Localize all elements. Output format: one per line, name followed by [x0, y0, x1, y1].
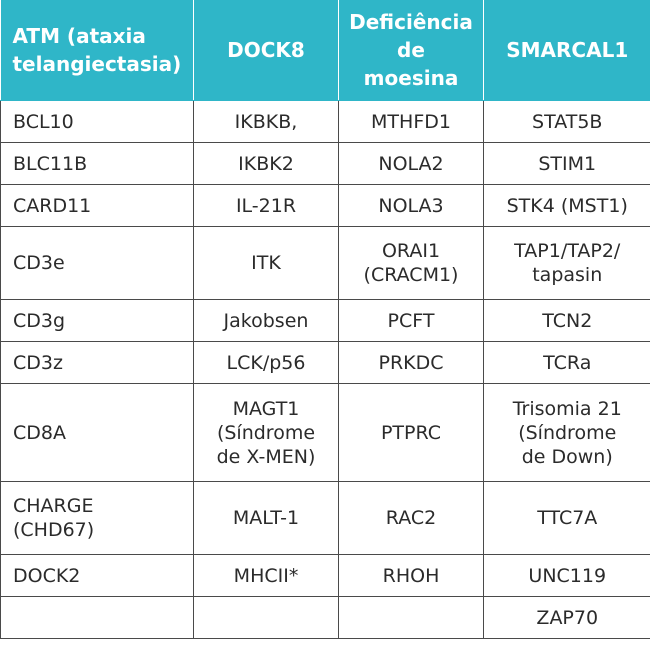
header-cell-moesina: Deficiência de moesina — [338, 0, 484, 101]
table-cell: BCL10 — [0, 100, 194, 143]
table-cell: CARD11 — [0, 184, 194, 227]
table-cell: DOCK2 — [0, 554, 194, 597]
table-cell: CHARGE (CHD67) — [0, 481, 194, 555]
table-cell: MTHFD1 — [338, 100, 484, 143]
table-cell: PRKDC — [338, 341, 484, 384]
table-row: ZAP70 — [0, 596, 650, 639]
table-cell: Jakobsen — [193, 299, 339, 342]
table-cell: TCRa — [483, 341, 650, 384]
table-cell: ITK — [193, 226, 339, 300]
table-cell: TAP1/TAP2/ tapasin — [483, 226, 650, 300]
table-cell: MALT-1 — [193, 481, 339, 555]
table-row: CD8A MAGT1 (Síndrome de X-MEN) PTPRC Tri… — [0, 383, 650, 482]
table-cell: CD8A — [0, 383, 194, 482]
table-row: CD3e ITK ORAI1 (CRACM1) TAP1/TAP2/ tapas… — [0, 226, 650, 300]
table-cell: STIM1 — [483, 142, 650, 185]
table-cell: BLC11B — [0, 142, 194, 185]
table-row: BCL10 IKBKB, MTHFD1 STAT5B — [0, 100, 650, 143]
table-cell: IL-21R — [193, 184, 339, 227]
table-cell: MAGT1 (Síndrome de X-MEN) — [193, 383, 339, 482]
table-cell: UNC119 — [483, 554, 650, 597]
table-cell: ZAP70 — [483, 596, 650, 639]
table-cell: CD3g — [0, 299, 194, 342]
table-cell — [0, 596, 194, 639]
table-cell: STK4 (MST1) — [483, 184, 650, 227]
table-cell: LCK/p56 — [193, 341, 339, 384]
table-cell: CD3e — [0, 226, 194, 300]
table-cell — [338, 596, 484, 639]
table-cell: NOLA2 — [338, 142, 484, 185]
table-cell: PCFT — [338, 299, 484, 342]
table-cell: IKBKB, — [193, 100, 339, 143]
table-cell: TCN2 — [483, 299, 650, 342]
table-cell: NOLA3 — [338, 184, 484, 227]
table-cell: Trisomia 21 (Síndrome de Down) — [483, 383, 650, 482]
table-row: DOCK2 MHCII* RHOH UNC119 — [0, 554, 650, 597]
header-cell-atm: ATM (ataxia telangiectasia) — [0, 0, 194, 101]
header-cell-smarcal1: SMARCAL1 — [483, 0, 650, 101]
header-row: ATM (ataxia telangiectasia) DOCK8 Defici… — [0, 0, 650, 101]
table-cell: CD3z — [0, 341, 194, 384]
table-row: BLC11B IKBK2 NOLA2 STIM1 — [0, 142, 650, 185]
table-row: CARD11 IL-21R NOLA3 STK4 (MST1) — [0, 184, 650, 227]
table-cell: RHOH — [338, 554, 484, 597]
table-row: CD3g Jakobsen PCFT TCN2 — [0, 299, 650, 342]
table-cell: TTC7A — [483, 481, 650, 555]
table-row: CD3z LCK/p56 PRKDC TCRa — [0, 341, 650, 384]
table-cell: MHCII* — [193, 554, 339, 597]
table-cell: ORAI1 (CRACM1) — [338, 226, 484, 300]
table-cell: STAT5B — [483, 100, 650, 143]
table-row: CHARGE (CHD67) MALT-1 RAC2 TTC7A — [0, 481, 650, 555]
header-cell-dock8: DOCK8 — [193, 0, 339, 101]
table-cell: PTPRC — [338, 383, 484, 482]
table-cell: RAC2 — [338, 481, 484, 555]
table-cell: IKBK2 — [193, 142, 339, 185]
table-cell — [193, 596, 339, 639]
